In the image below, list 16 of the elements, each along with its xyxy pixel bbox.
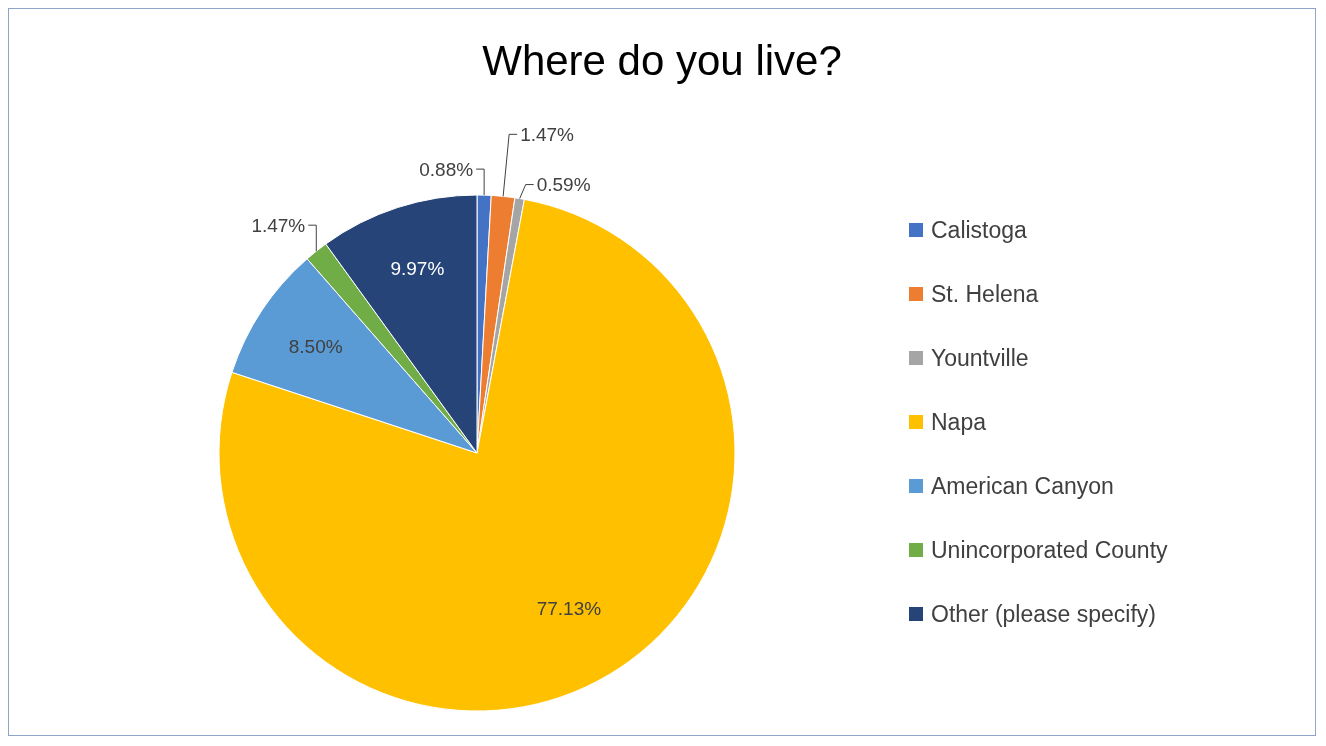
data-label: 9.97% [390,258,445,280]
legend-label: Other (please specify) [931,600,1156,628]
data-label: 0.59% [536,174,591,196]
data-label: 77.13% [536,597,602,619]
legend-label: American Canyon [931,472,1114,500]
data-label: 8.50% [288,335,343,357]
legend-label: Yountville [931,344,1029,372]
data-label: 0.88% [419,158,474,180]
legend-label: Calistoga [931,216,1027,244]
data-label: 1.47% [520,123,575,145]
legend-label: St. Helena [931,280,1039,308]
chart-title: Where do you live? [481,37,843,86]
data-label: 1.47% [251,214,306,236]
legend-label: Napa [931,408,986,436]
pie-slice [219,198,736,712]
legend-label: Unincorporated County [931,536,1168,564]
